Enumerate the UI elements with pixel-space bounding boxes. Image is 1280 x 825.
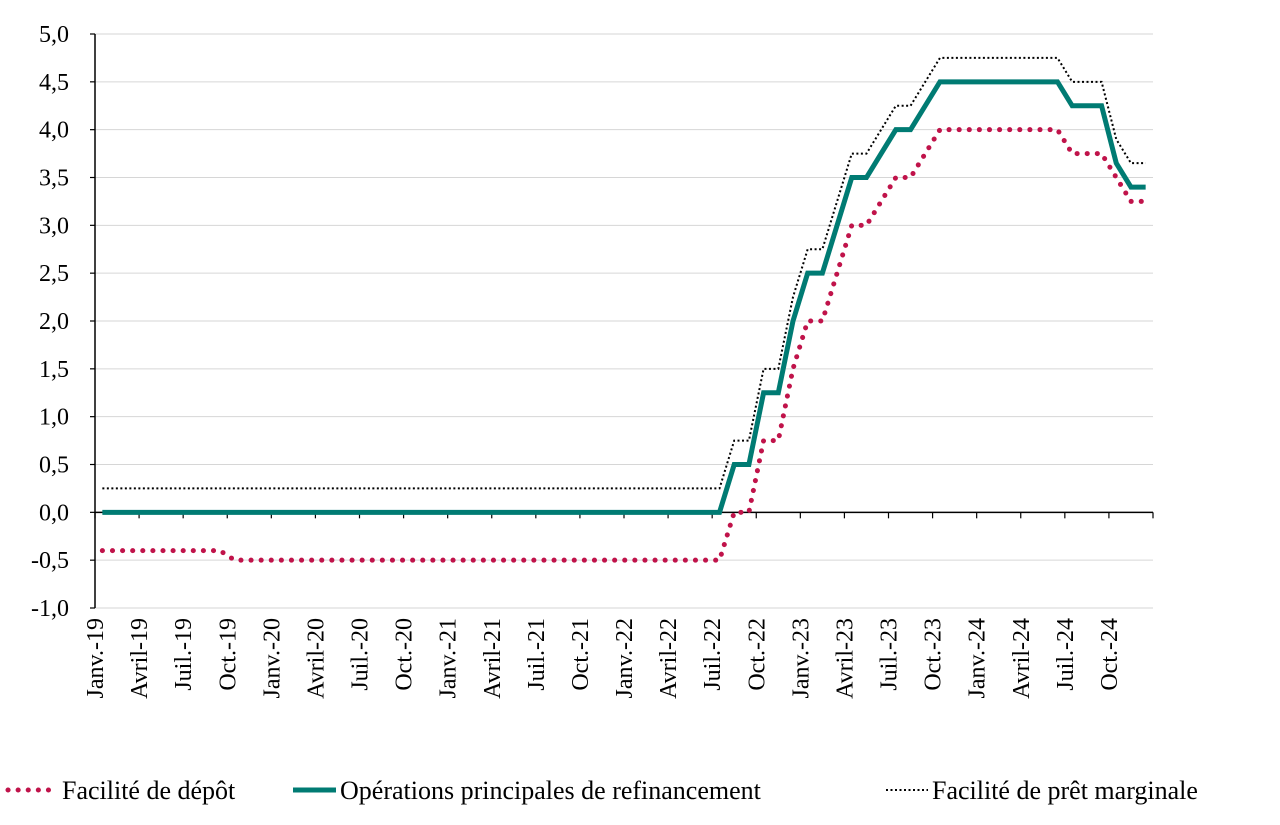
x-tick-label: Janv.-21 <box>436 618 462 698</box>
x-tick-label: Juil.-22 <box>700 618 726 691</box>
x-tick-label: Juil.-23 <box>877 618 903 691</box>
x-tick-label: Avril-21 <box>480 618 506 699</box>
y-tick-label: 0,5 <box>39 453 69 479</box>
x-tick-label: Juil.-24 <box>1053 618 1079 691</box>
y-axis-ticks: 5,0 4,5 4,0 3,5 3,0 2,5 2,0 1,5 1,0 0,5 0,0 -0,5 -1,… <box>31 22 69 622</box>
legend-item-depot: Facilité de dépôt <box>5 776 236 805</box>
legend-item-pret-marginal: Facilité de prêt marginale <box>886 776 1198 805</box>
x-tick-label: Avril-24 <box>1009 618 1035 699</box>
x-tick-label: Avril-22 <box>656 618 682 699</box>
y-tick-label: 1,0 <box>39 405 69 431</box>
y-tick-label: -1,0 <box>31 596 69 622</box>
x-tick-label: Avril-20 <box>303 618 329 699</box>
x-tick-label: Janv.-20 <box>259 618 285 698</box>
series-line-refinancement <box>102 79 1146 515</box>
legend-label-pret-marginal: Facilité de prêt marginale <box>932 776 1198 805</box>
x-tick-label: Oct.-22 <box>744 618 770 691</box>
x-tick-label: Avril-23 <box>832 618 858 699</box>
x-tick-label: Juil.-19 <box>171 618 197 691</box>
y-tick-label: 4,5 <box>39 70 69 96</box>
y-tick-label: 0,0 <box>39 500 69 526</box>
x-tick-label: Oct.-24 <box>1097 618 1123 691</box>
legend-label-refinancement: Opérations principales de refinancement <box>340 776 762 805</box>
legend: Facilité de dépôt Opérations principales… <box>5 776 1198 805</box>
x-axis-ticks: Janv.-19 Avril-19 Juil.-19 Oct.-19 Janv.-20 A… <box>83 618 1123 699</box>
x-tick-label: Oct.-23 <box>921 618 947 691</box>
series-line-pret-marginal <box>102 56 1146 490</box>
y-tick-label: -0,5 <box>31 548 69 574</box>
series-lines <box>99 56 1149 563</box>
x-tick-label: Juil.-20 <box>348 618 374 691</box>
x-tick-label: Janv.-22 <box>612 618 638 698</box>
x-tick-label: Oct.-20 <box>392 618 418 691</box>
y-tick-label: 4,0 <box>39 118 69 144</box>
x-tick-label: Juil.-21 <box>524 618 550 691</box>
grid <box>95 33 1153 609</box>
y-tick-label: 3,0 <box>39 213 69 239</box>
y-tick-label: 2,5 <box>39 261 69 287</box>
legend-label-depot: Facilité de dépôt <box>62 776 236 805</box>
x-tick-label: Janv.-24 <box>965 618 991 698</box>
series-line-depot <box>99 127 1149 563</box>
legend-item-refinancement: Opérations principales de refinancement <box>293 776 762 805</box>
y-tick-label: 1,5 <box>39 357 69 383</box>
y-tick-label: 5,0 <box>39 22 69 48</box>
x-tick-label: Oct.-21 <box>568 618 594 691</box>
x-tick-label: Avril-19 <box>127 618 153 699</box>
y-tick-label: 3,5 <box>39 166 69 192</box>
y-tick-label: 2,0 <box>39 309 69 335</box>
x-tick-label: Oct.-19 <box>215 618 241 691</box>
x-tick-label: Janv.-19 <box>83 618 109 698</box>
x-tick-label: Janv.-23 <box>788 618 814 698</box>
